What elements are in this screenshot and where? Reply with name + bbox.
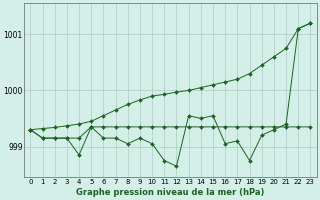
X-axis label: Graphe pression niveau de la mer (hPa): Graphe pression niveau de la mer (hPa) — [76, 188, 265, 197]
